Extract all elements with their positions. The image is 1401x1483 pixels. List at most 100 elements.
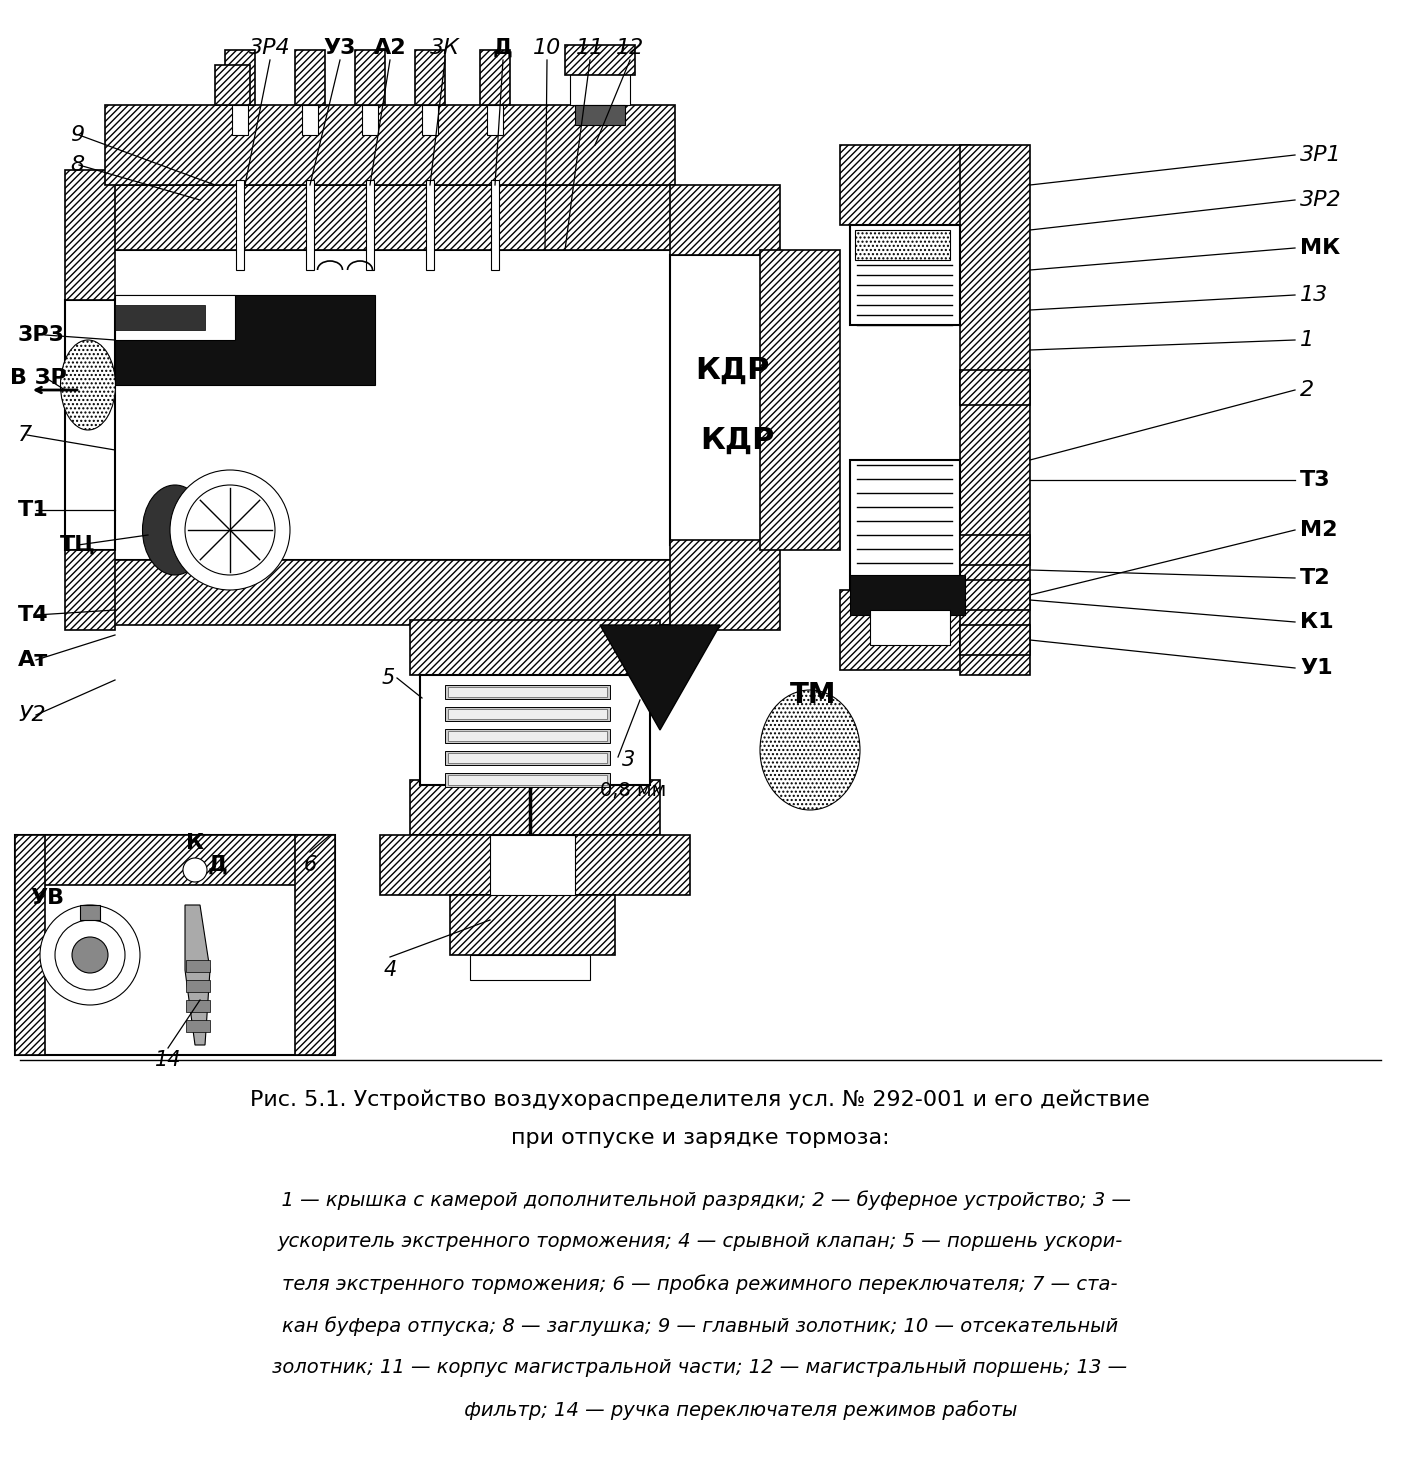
Bar (448, 753, 607, 762)
Bar (15, 835, 335, 1054)
Bar (380, 835, 691, 896)
Text: золотник; 11 — корпус магистральной части; 12 — магистральный поршень; 13 —: золотник; 11 — корпус магистральной част… (272, 1358, 1128, 1378)
Bar (759, 251, 841, 550)
Text: А2: А2 (374, 39, 406, 58)
Bar (415, 50, 446, 105)
Text: К1: К1 (1300, 612, 1334, 632)
Bar (841, 590, 969, 670)
Text: МК: МК (1300, 237, 1341, 258)
Bar (80, 905, 99, 919)
Bar (446, 685, 609, 698)
Text: 10: 10 (532, 39, 562, 58)
Text: М2: М2 (1300, 521, 1338, 540)
Text: 5: 5 (381, 667, 395, 688)
Text: 2: 2 (1300, 380, 1314, 400)
Bar (490, 835, 574, 896)
Bar (574, 105, 625, 125)
Bar (64, 171, 115, 300)
Text: 3: 3 (622, 750, 635, 770)
Bar (186, 960, 210, 971)
Text: 9: 9 (70, 125, 84, 145)
Text: КДР: КДР (700, 426, 775, 454)
Bar (850, 575, 965, 615)
Text: 3Р3: 3Р3 (18, 325, 64, 346)
Text: 3Р1: 3Р1 (1300, 145, 1342, 165)
Text: Т4: Т4 (18, 605, 49, 624)
Bar (64, 550, 115, 630)
Text: Ат: Ат (18, 650, 48, 670)
Text: Д: Д (209, 856, 228, 875)
Bar (115, 305, 205, 331)
Bar (303, 105, 318, 135)
Circle shape (170, 470, 290, 590)
Bar (855, 230, 950, 260)
Bar (426, 179, 434, 270)
Bar (186, 1020, 210, 1032)
Text: Т3: Т3 (1300, 470, 1331, 489)
Bar (448, 709, 607, 719)
Bar (670, 540, 780, 630)
Bar (481, 50, 510, 105)
Text: теля экстренного торможения; 6 — пробка режимного переключателя; 7 — ста-: теля экстренного торможения; 6 — пробка … (282, 1274, 1118, 1293)
Text: Т1: Т1 (18, 500, 49, 521)
Text: УВ: УВ (29, 888, 64, 908)
Bar (226, 50, 255, 105)
Bar (15, 835, 335, 885)
Bar (670, 185, 780, 255)
Bar (410, 780, 660, 835)
Bar (105, 561, 675, 624)
Bar (960, 580, 1030, 610)
Bar (296, 50, 325, 105)
Bar (448, 687, 607, 697)
Bar (296, 835, 335, 1054)
Ellipse shape (60, 340, 115, 430)
Text: ускоритель экстренного торможения; 4 — срывной клапан; 5 — поршень ускори-: ускоритель экстренного торможения; 4 — с… (277, 1232, 1122, 1252)
Bar (186, 1000, 210, 1011)
Circle shape (71, 937, 108, 973)
Text: Д: Д (493, 39, 513, 58)
Text: 1 — крышка с камерой дополнительной разрядки; 2 — буферное устройство; 3 —: 1 — крышка с камерой дополнительной разр… (269, 1189, 1131, 1210)
Bar (214, 65, 249, 105)
Bar (960, 145, 1030, 675)
Bar (450, 896, 615, 955)
Text: при отпуске и зарядке тормоза:: при отпуске и зарядке тормоза: (511, 1129, 890, 1148)
Text: Т2: Т2 (1300, 568, 1331, 587)
Circle shape (55, 919, 125, 991)
Bar (15, 835, 45, 1054)
Bar (469, 955, 590, 980)
Bar (670, 255, 780, 544)
Text: В ЗР: В ЗР (10, 368, 67, 389)
Bar (960, 624, 1030, 655)
Text: ТЦ: ТЦ (60, 535, 95, 555)
Text: 6: 6 (304, 856, 317, 875)
Text: У3: У3 (324, 39, 356, 58)
Bar (960, 369, 1030, 405)
Bar (233, 105, 248, 135)
Text: Рис. 5.1. Устройство воздухораспределителя усл. № 292-001 и его действие: Рис. 5.1. Устройство воздухораспределите… (251, 1090, 1150, 1111)
Bar (420, 675, 650, 785)
Bar (446, 773, 609, 787)
Bar (841, 145, 969, 225)
Bar (410, 620, 660, 675)
Text: 8: 8 (70, 156, 84, 175)
Text: кан буфера отпуска; 8 — заглушка; 9 — главный золотник; 10 — отсекательный: кан буфера отпуска; 8 — заглушка; 9 — гл… (282, 1315, 1118, 1336)
Bar (446, 707, 609, 721)
Circle shape (184, 859, 207, 882)
Bar (235, 179, 244, 270)
Bar (850, 460, 960, 590)
Text: 3Р4: 3Р4 (249, 39, 291, 58)
Text: КДР: КДР (695, 356, 769, 384)
Bar (115, 295, 235, 340)
Text: К: К (186, 833, 205, 853)
Bar (870, 610, 950, 645)
Ellipse shape (143, 485, 207, 575)
Text: 13: 13 (1300, 285, 1328, 305)
Text: 4: 4 (384, 960, 396, 980)
Ellipse shape (759, 690, 860, 810)
Bar (490, 179, 499, 270)
Text: 3К: 3К (430, 39, 460, 58)
Bar (115, 295, 375, 386)
Bar (186, 980, 210, 992)
Bar (105, 185, 675, 251)
Text: У1: У1 (1300, 658, 1332, 678)
